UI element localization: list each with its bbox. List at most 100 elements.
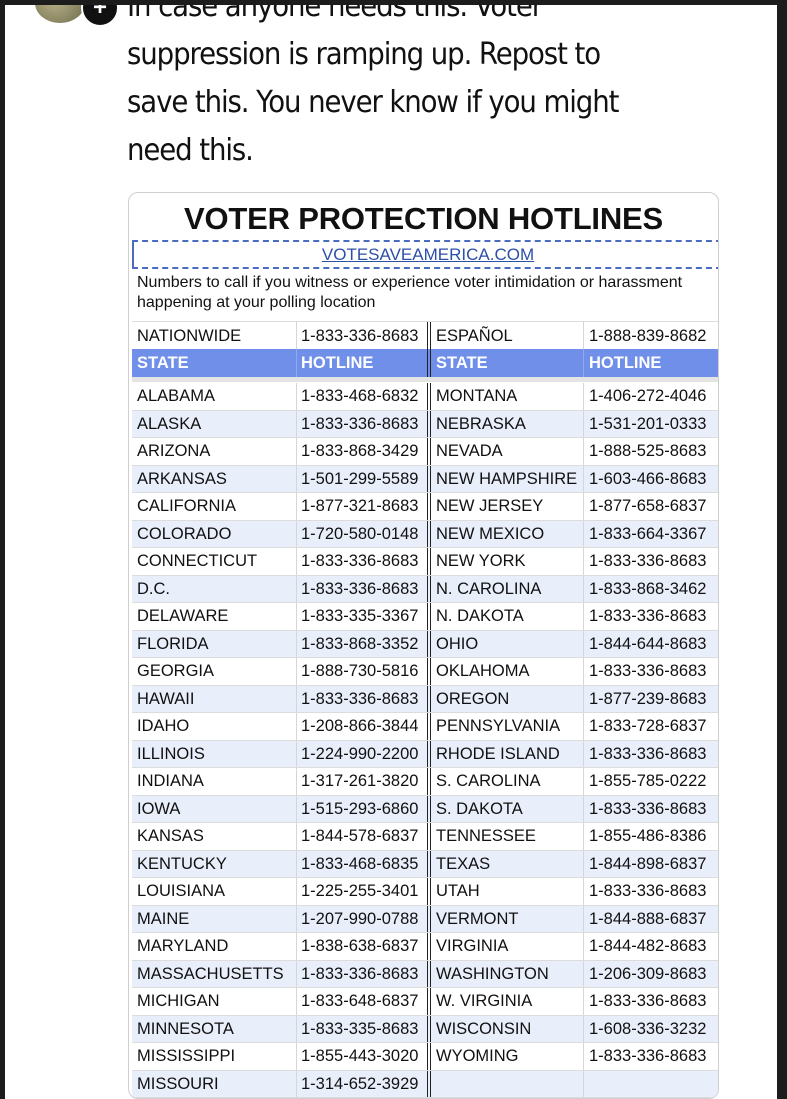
header-hotline: HOTLINE: [589, 354, 662, 372]
state-cell: MISSOURI: [132, 1070, 297, 1097]
hotline-cell: 1-855-443-3020: [297, 1043, 431, 1070]
state-cell: ALABAMA: [132, 383, 297, 410]
table-row: ARIZONA 1-833-868-3429 NEVADA 1-888-525-868…: [132, 438, 718, 466]
post-panel: + In case anyone needs this. Voter suppr…: [5, 5, 777, 1099]
post-text-line: suppression is ramping up. Repost to: [127, 37, 601, 72]
nationwide-number: 1-833-336-8683: [297, 322, 431, 349]
state-cell: D.C.: [132, 575, 297, 602]
table-row: D.C. 1-833-336-8683 N. CAROLINA 1-833-868-3…: [132, 575, 718, 603]
table-row: INDIANA 1-317-261-3820 S. CAROLINA 1-855-78…: [132, 768, 718, 796]
state-cell: NEVADA: [431, 438, 584, 465]
hotline-cell: 1-844-644-8683: [589, 634, 707, 653]
table-row: HAWAII 1-833-336-8683 OREGON 1-877-239-8683: [132, 685, 718, 713]
state-cell: DELAWARE: [132, 603, 297, 630]
hotline-cell: 1-208-866-3844: [297, 713, 431, 740]
hotline-cell: 1-844-578-6837: [297, 823, 431, 850]
hotline-cell: 1-608-336-3232: [589, 1019, 707, 1038]
state-cell: FLORIDA: [132, 630, 297, 657]
hotline-cell: 1-833-336-8683: [589, 799, 707, 818]
table-row: MASSACHUSETTS 1-833-336-8683 WASHINGTON 1-2…: [132, 960, 718, 988]
state-cell: N. DAKOTA: [431, 603, 584, 630]
website-link: VOTESAVEAMERICA.COM: [321, 245, 535, 264]
state-cell: PENNSYLVANIA: [431, 713, 584, 740]
espanol-number: 1-888-839-8682: [589, 327, 707, 345]
state-cell: WASHINGTON: [431, 960, 584, 987]
hotline-cell: 1-833-868-3429: [297, 438, 431, 465]
state-cell: WYOMING: [431, 1043, 584, 1070]
hotline-cell: 1-844-482-8683: [589, 937, 707, 955]
state-cell: TENNESSEE: [431, 823, 584, 850]
state-cell: ARIZONA: [132, 438, 297, 465]
table-row: ALABAMA 1-833-468-6832 MONTANA 1-406-272-40…: [132, 383, 718, 411]
description: Numbers to call if you witness or experi…: [137, 274, 683, 311]
state-cell: VIRGINIA: [431, 933, 584, 960]
state-cell: WISCONSIN: [431, 1015, 584, 1042]
hotline-cell: 1-833-336-8683: [589, 992, 707, 1010]
hotline-cell: 1-855-785-0222: [589, 772, 707, 790]
hotline-cell: 1-206-309-8683: [589, 964, 707, 983]
state-cell: MARYLAND: [132, 933, 297, 960]
state-cell: CALIFORNIA: [132, 493, 297, 520]
table-row: MISSISSIPPI 1-855-443-3020 WYOMING 1-833-33…: [132, 1043, 718, 1071]
follow-plus-icon[interactable]: +: [81, 5, 119, 27]
table-row: CONNECTICUT 1-833-336-8683 NEW YORK 1-833-3…: [132, 548, 718, 576]
hotline-cell: 1-833-336-8683: [297, 410, 431, 437]
hotline-cell: 1-515-293-6860: [297, 795, 431, 822]
hotline-cell: 1-833-664-3367: [589, 524, 707, 543]
hotline-cell: 1-833-728-6837: [589, 717, 707, 735]
image-title: VOTER PROTECTION HOTLINES: [184, 201, 663, 236]
hotline-cell: 1-833-468-6835: [297, 850, 431, 877]
state-cell: KANSAS: [132, 823, 297, 850]
state-cell: MONTANA: [431, 383, 584, 410]
hotline-cell: 1-207-990-0788: [297, 905, 431, 932]
post-text: In case anyone needs this. Voter suppres…: [127, 5, 679, 175]
nationwide-label: NATIONWIDE: [132, 322, 297, 349]
hotline-cell: 1-877-321-8683: [297, 493, 431, 520]
state-cell: IOWA: [132, 795, 297, 822]
hotline-cell: 1-720-580-0148: [297, 520, 431, 547]
hotline-cell: 1-833-336-8683: [589, 744, 707, 763]
header-state: STATE: [431, 349, 584, 377]
state-cell: N. CAROLINA: [431, 575, 584, 602]
hotline-cell: 1-877-239-8683: [589, 689, 707, 708]
table-row: MAINE 1-207-990-0788 VERMONT 1-844-888-6837: [132, 905, 718, 933]
hotline-cell: 1-833-336-8683: [589, 1047, 707, 1065]
table-row: KENTUCKY 1-833-468-6835 TEXAS 1-844-898-683…: [132, 850, 718, 878]
table-row: MICHIGAN 1-833-648-6837 W. VIRGINIA 1-833-3…: [132, 988, 718, 1016]
table-row: ILLINOIS 1-224-990-2200 RHODE ISLAND 1-833-…: [132, 740, 718, 768]
hotline-cell: 1-833-336-8683: [297, 960, 431, 987]
state-cell: HAWAII: [132, 685, 297, 712]
hotline-cell: [584, 1071, 718, 1098]
state-cell: S. CAROLINA: [431, 768, 584, 795]
hotline-cell: 1-833-336-8683: [297, 548, 431, 575]
avatar[interactable]: [35, 5, 85, 23]
state-cell: COLORADO: [132, 520, 297, 547]
table-row: IDAHO 1-208-866-3844 PENNSYLVANIA 1-833-728…: [132, 713, 718, 741]
table-row: MARYLAND 1-838-638-6837 VIRGINIA 1-844-482-…: [132, 933, 718, 961]
hotline-cell: 1-833-336-8683: [589, 552, 707, 570]
hotline-cell: 1-844-888-6837: [589, 909, 707, 928]
hotline-cell: 1-888-730-5816: [297, 658, 431, 685]
table-header: STATE HOTLINE STATE HOTLINE: [132, 349, 718, 377]
state-cell: ARKANSAS: [132, 465, 297, 492]
state-cell: VERMONT: [431, 905, 584, 932]
post-text-line: save this. You never know if you might: [127, 85, 619, 120]
nationwide-row: NATIONWIDE 1-833-336-8683 ESPAÑOL 1-888-…: [132, 321, 718, 349]
state-cell: NEW YORK: [431, 548, 584, 575]
table-row: KANSAS 1-844-578-6837 TENNESSEE 1-855-486-8…: [132, 823, 718, 851]
table-row: DELAWARE 1-833-335-3367 N. DAKOTA 1-833-336…: [132, 603, 718, 631]
hotline-cell: 1-838-638-6837: [297, 933, 431, 960]
header-divider: [132, 377, 718, 382]
hotline-cell: 1-833-336-8683: [589, 882, 707, 900]
table-row: LOUISIANA 1-225-255-3401 UTAH 1-833-336-868…: [132, 878, 718, 906]
table-row: IOWA 1-515-293-6860 S. DAKOTA 1-833-336-868…: [132, 795, 718, 823]
hotline-cell: 1-833-868-3352: [297, 630, 431, 657]
hotline-cell: 1-833-648-6837: [297, 988, 431, 1015]
hotline-image[interactable]: VOTER PROTECTION HOTLINES VOTESAVEAMERIC…: [128, 192, 719, 1099]
hotline-cell: 1-833-336-8683: [589, 607, 707, 625]
hotline-cell: 1-855-486-8386: [589, 827, 707, 845]
state-cell: W. VIRGINIA: [431, 988, 584, 1015]
post-text-line: need this.: [127, 133, 254, 168]
state-cell: TEXAS: [431, 850, 584, 877]
hotline-cell: 1-833-336-8683: [589, 662, 707, 680]
